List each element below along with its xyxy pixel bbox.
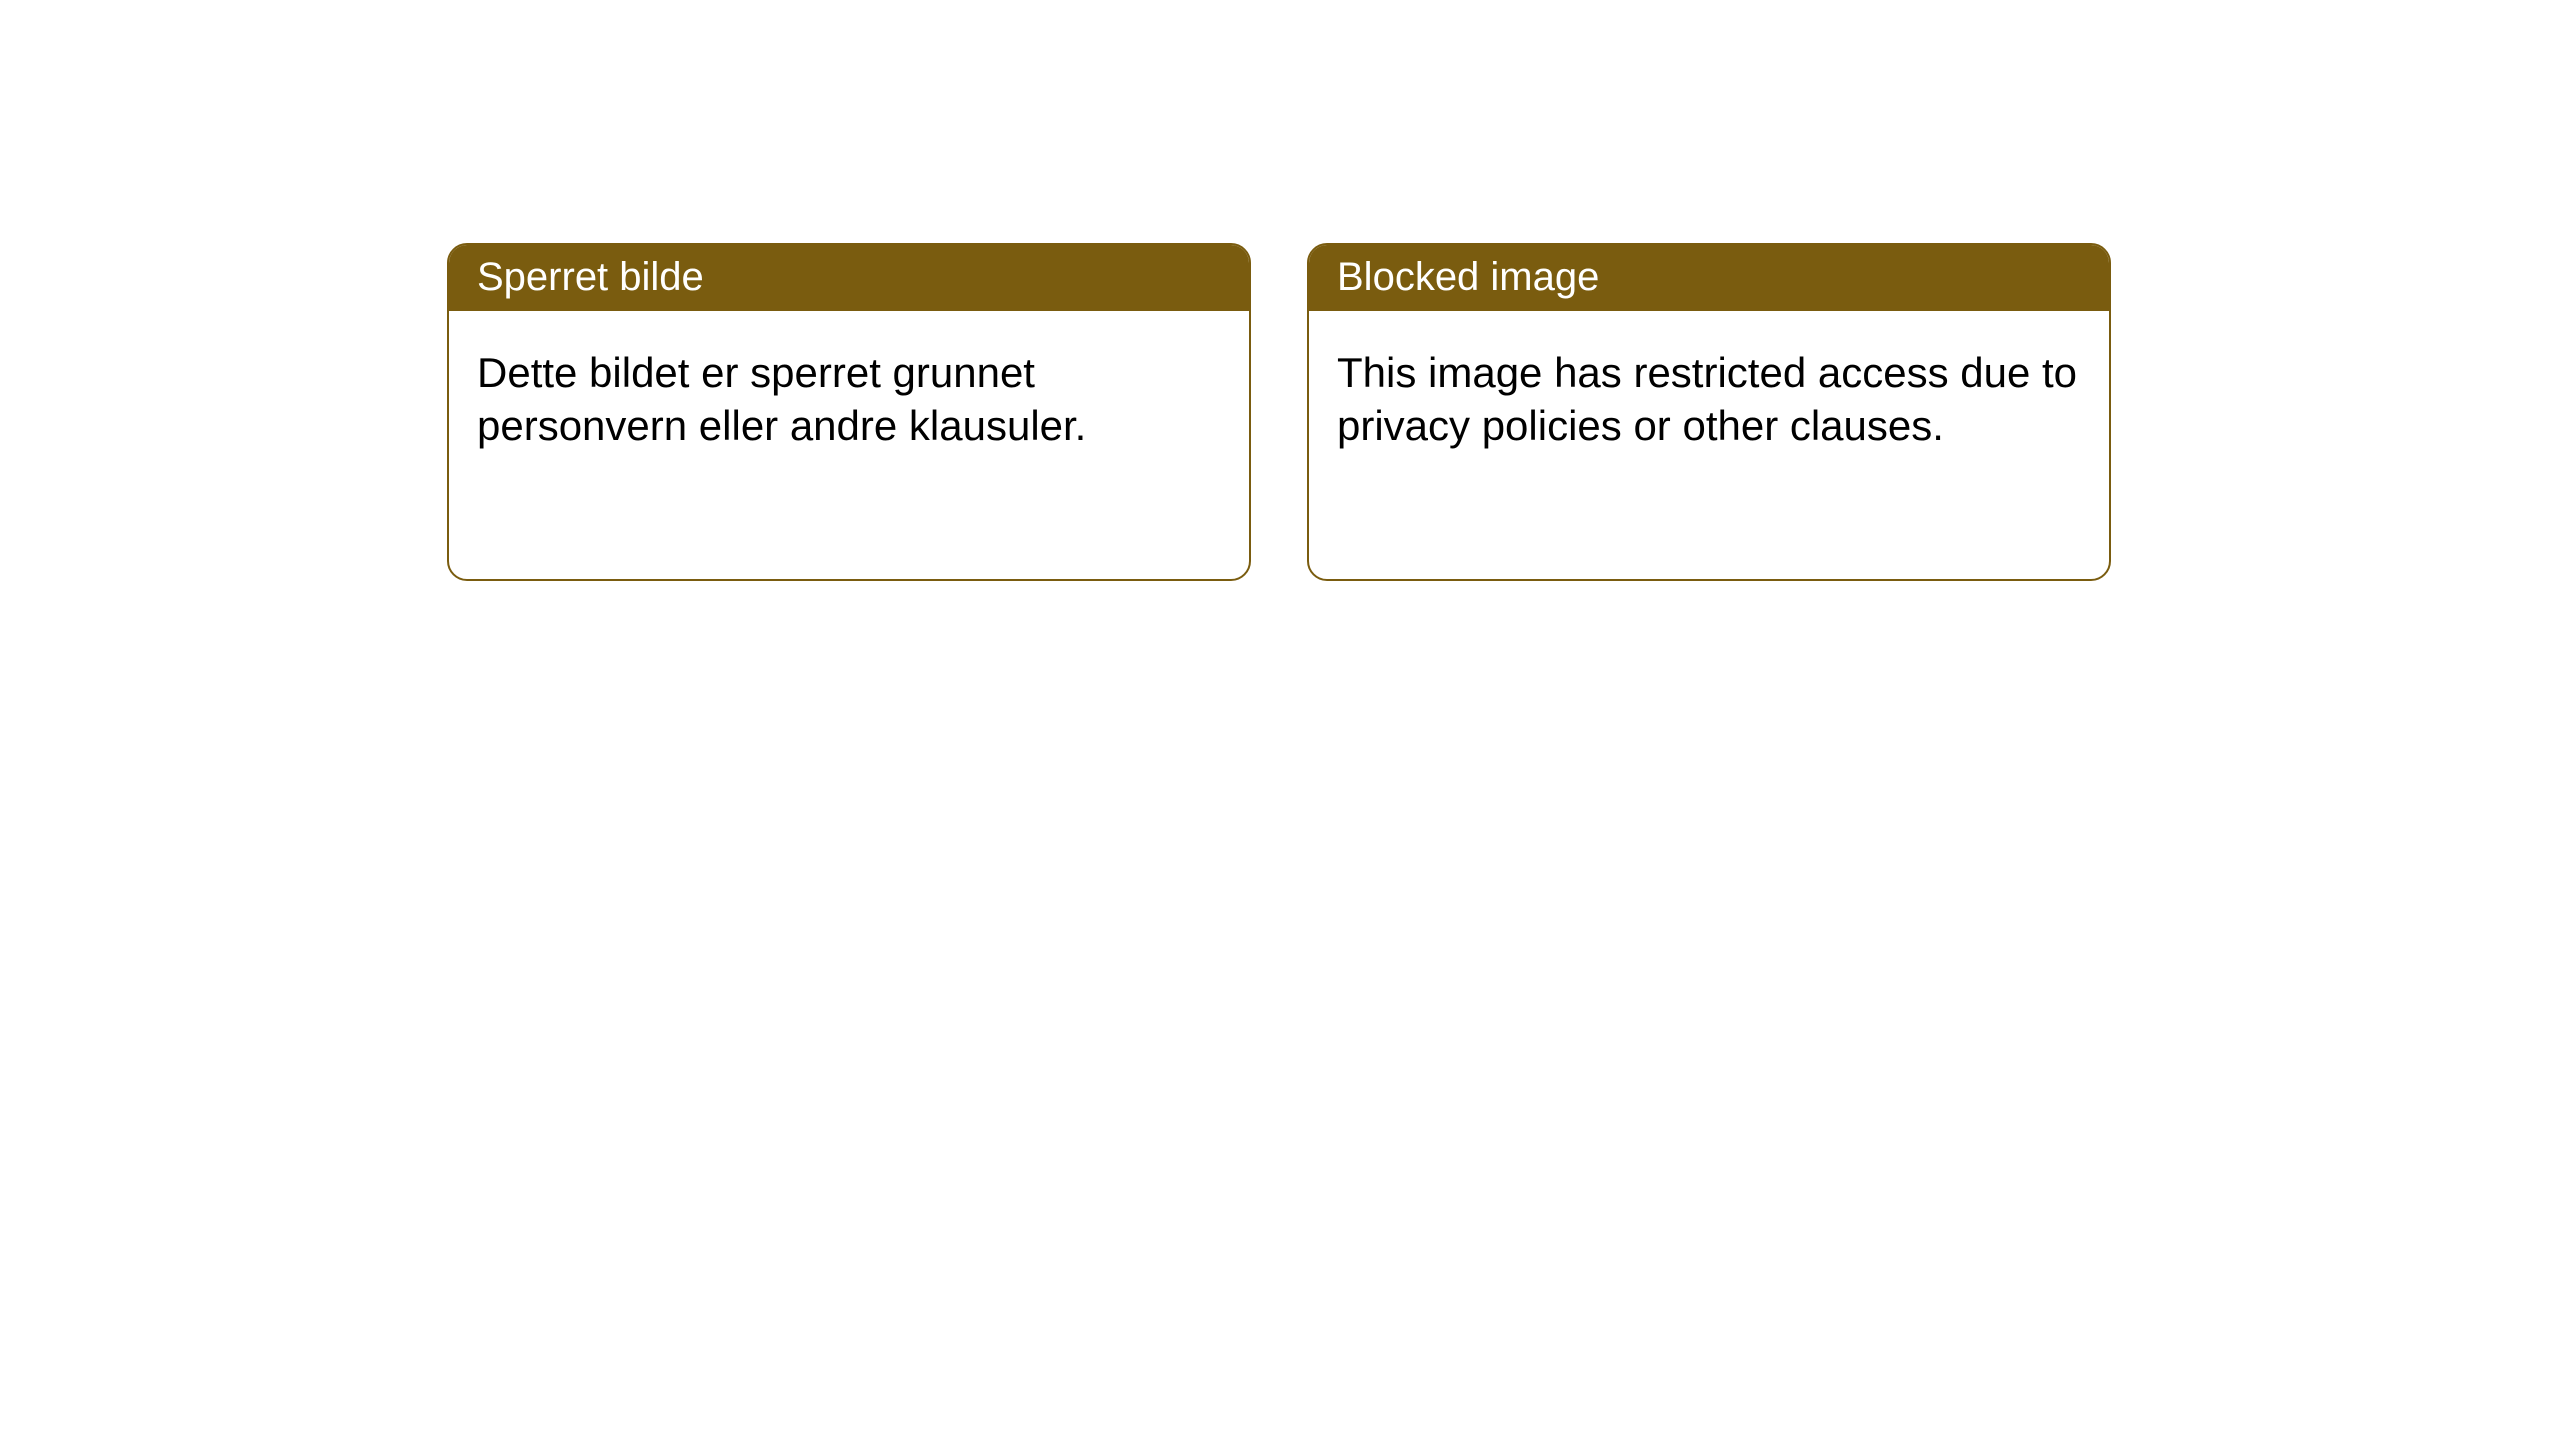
notice-card-norwegian: Sperret bilde Dette bildet er sperret gr…: [447, 243, 1251, 581]
card-header: Blocked image: [1309, 245, 2109, 311]
card-title: Blocked image: [1337, 255, 1599, 299]
card-message: Dette bildet er sperret grunnet personve…: [477, 349, 1086, 449]
notice-container: Sperret bilde Dette bildet er sperret gr…: [0, 0, 2560, 581]
card-body: Dette bildet er sperret grunnet personve…: [449, 311, 1249, 480]
notice-card-english: Blocked image This image has restricted …: [1307, 243, 2111, 581]
card-body: This image has restricted access due to …: [1309, 311, 2109, 480]
card-title: Sperret bilde: [477, 255, 704, 299]
card-message: This image has restricted access due to …: [1337, 349, 2077, 449]
card-header: Sperret bilde: [449, 245, 1249, 311]
